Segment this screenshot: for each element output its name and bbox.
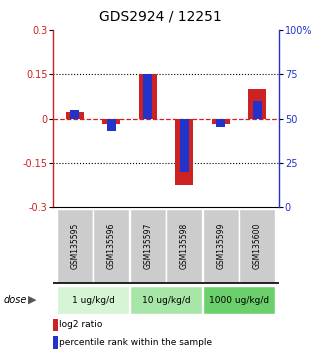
Bar bbox=[57, 286, 129, 314]
Text: GDS2924 / 12251: GDS2924 / 12251 bbox=[99, 9, 222, 23]
Bar bbox=[175, 119, 194, 185]
Text: GSM135600: GSM135600 bbox=[253, 223, 262, 269]
Bar bbox=[253, 101, 262, 119]
Bar bbox=[203, 209, 239, 284]
Text: log2 ratio: log2 ratio bbox=[59, 320, 103, 330]
Bar bbox=[70, 110, 79, 119]
Bar bbox=[248, 89, 266, 119]
Bar bbox=[53, 319, 58, 331]
Bar bbox=[130, 209, 166, 284]
Text: GSM135597: GSM135597 bbox=[143, 223, 152, 269]
Bar bbox=[102, 119, 120, 124]
Bar bbox=[203, 286, 275, 314]
Text: 1000 ug/kg/d: 1000 ug/kg/d bbox=[209, 296, 269, 304]
Bar bbox=[57, 209, 93, 284]
Bar bbox=[180, 119, 189, 172]
Text: GSM135596: GSM135596 bbox=[107, 223, 116, 269]
Bar bbox=[143, 74, 152, 119]
Bar bbox=[93, 209, 129, 284]
Bar bbox=[239, 209, 275, 284]
Bar bbox=[139, 74, 157, 119]
Text: GSM135595: GSM135595 bbox=[70, 223, 79, 269]
Text: percentile rank within the sample: percentile rank within the sample bbox=[59, 338, 213, 347]
Text: GSM135599: GSM135599 bbox=[216, 223, 225, 269]
Bar bbox=[167, 209, 202, 284]
Bar bbox=[107, 119, 116, 131]
Bar bbox=[130, 286, 202, 314]
Text: ▶: ▶ bbox=[28, 295, 36, 305]
Bar bbox=[66, 112, 84, 119]
Text: 10 ug/kg/d: 10 ug/kg/d bbox=[142, 296, 190, 304]
Text: dose: dose bbox=[3, 295, 27, 305]
Text: 1 ug/kg/d: 1 ug/kg/d bbox=[72, 296, 115, 304]
Bar bbox=[212, 119, 230, 124]
Text: GSM135598: GSM135598 bbox=[180, 223, 189, 269]
Bar bbox=[216, 119, 225, 127]
Bar bbox=[53, 336, 58, 349]
